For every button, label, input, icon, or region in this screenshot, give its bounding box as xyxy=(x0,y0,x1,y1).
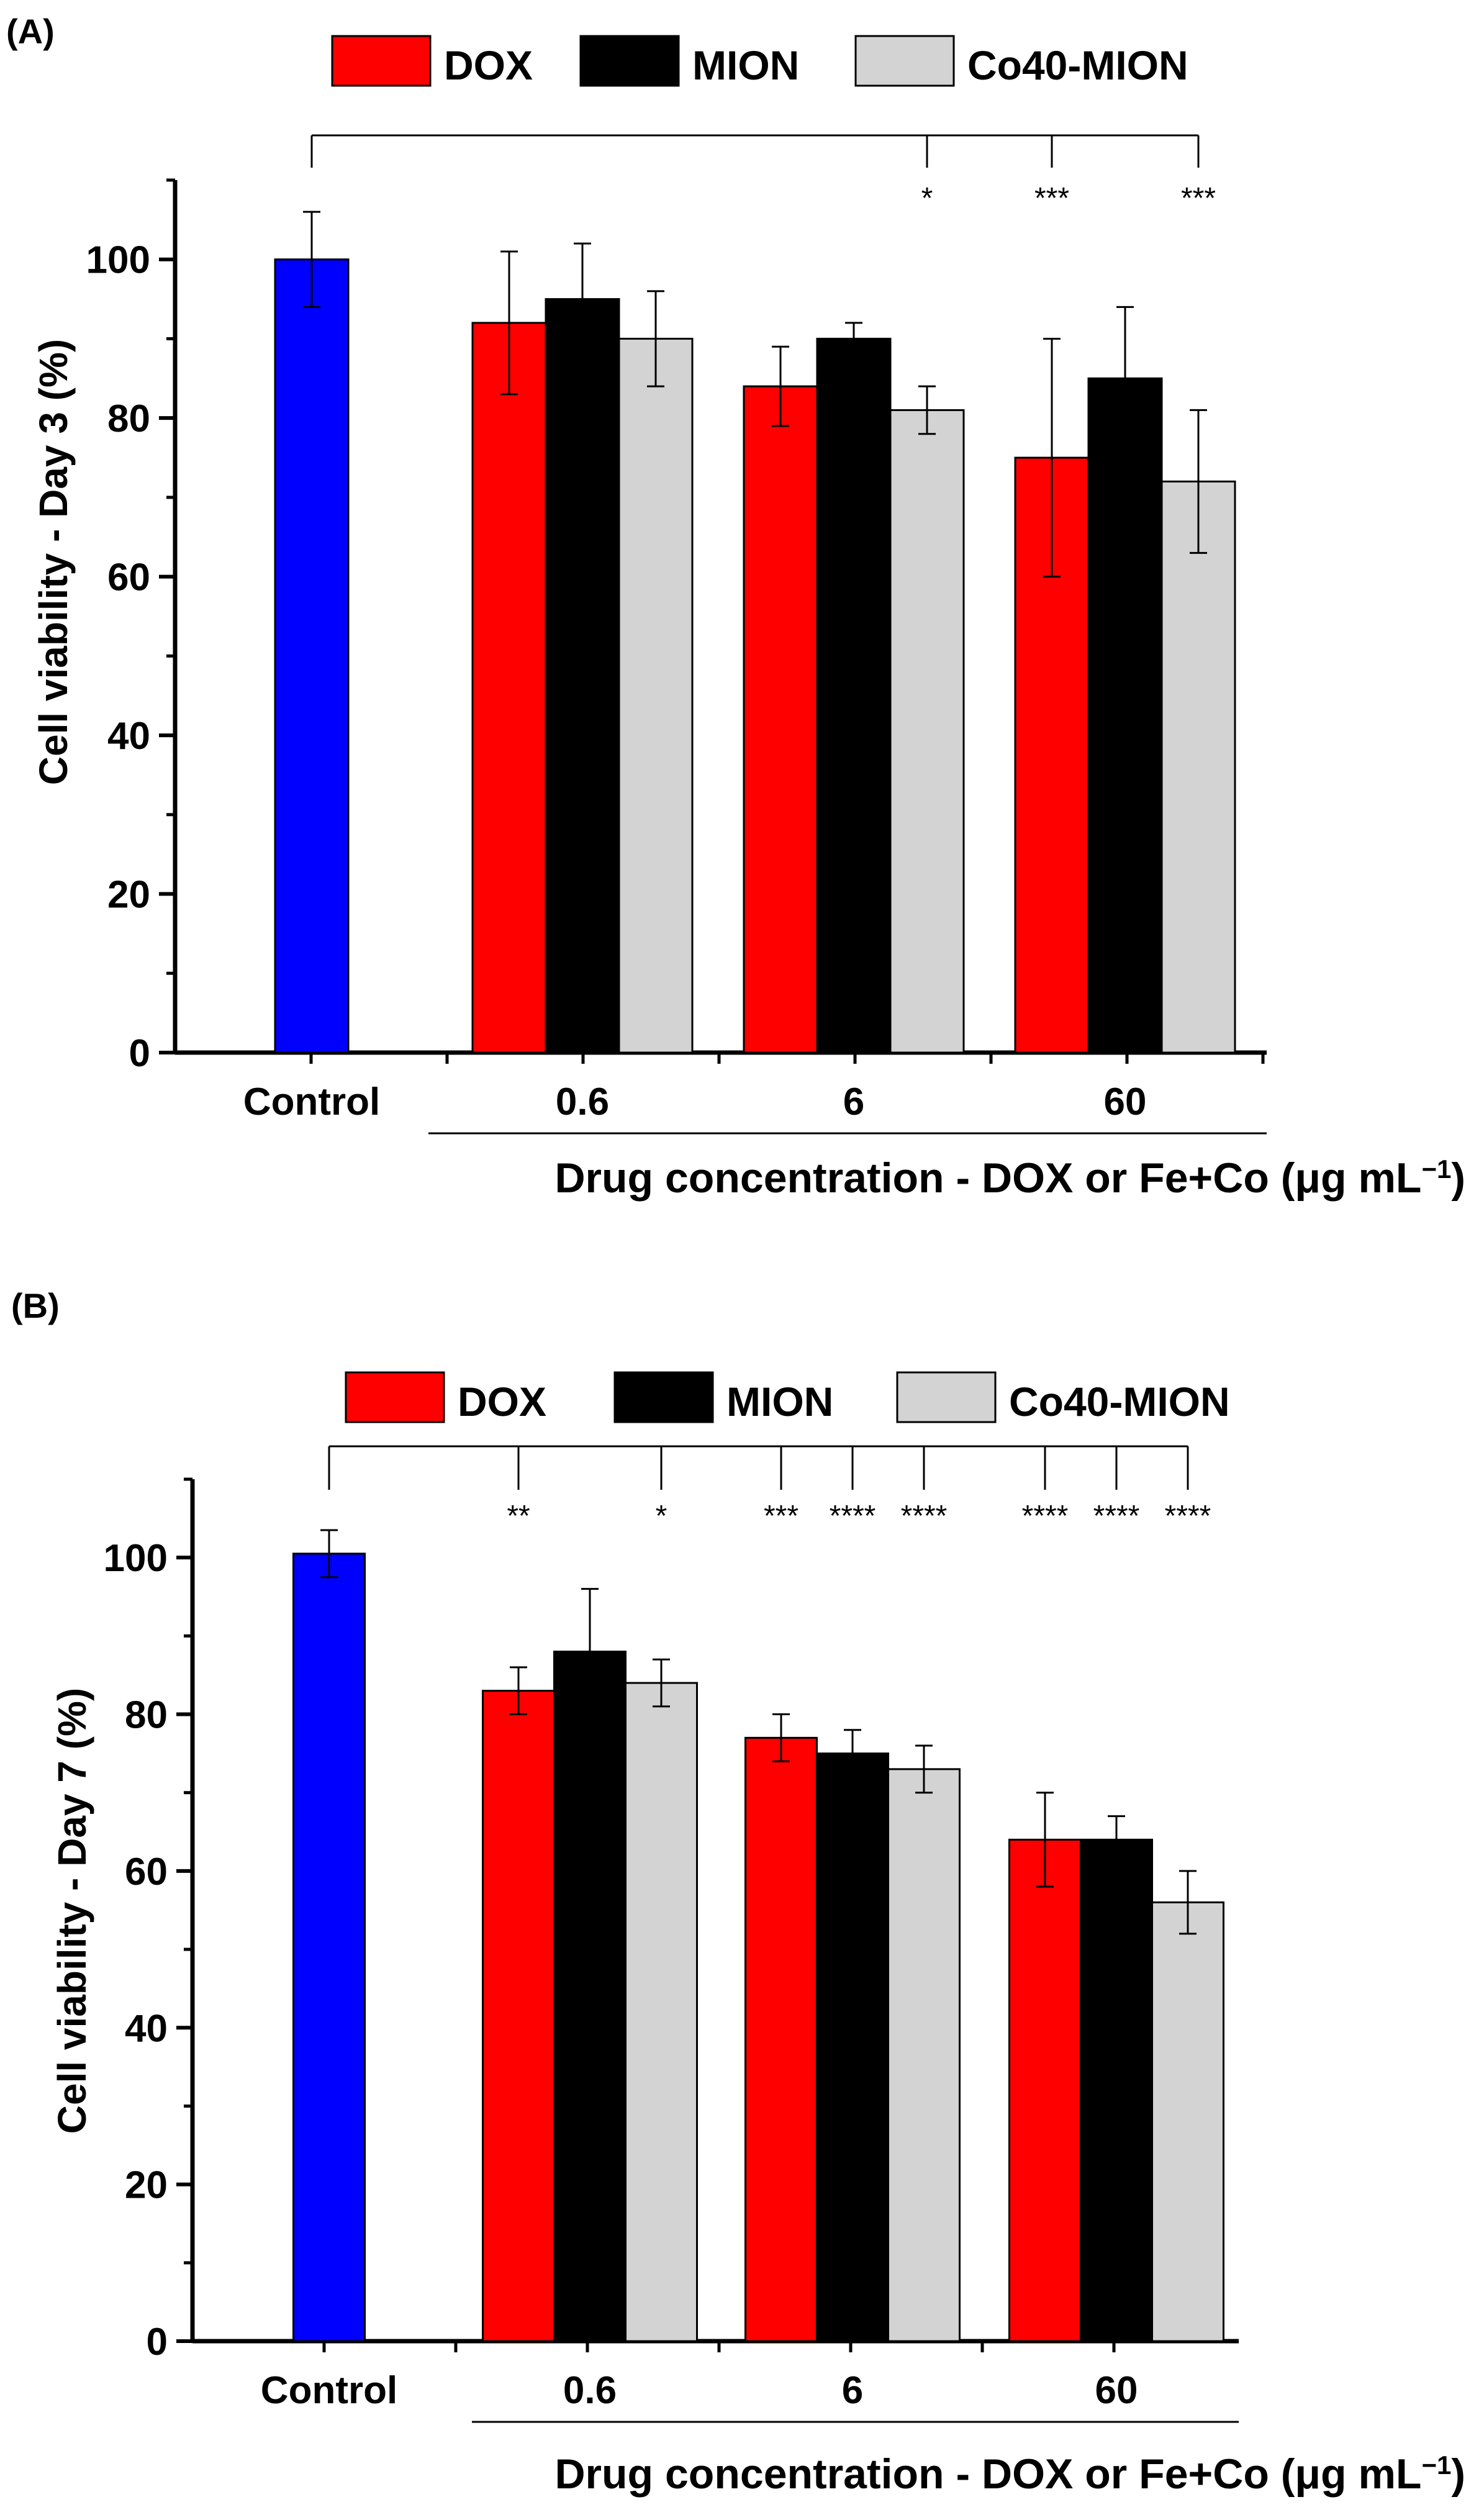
bar-mion-0.6 xyxy=(545,298,620,1054)
y-tick-label: 80 xyxy=(107,397,150,440)
y-axis-label: Cell viability - Day 7 (%) xyxy=(50,1688,94,2134)
significance-stars: *** xyxy=(1181,182,1216,215)
significance-stars: *** xyxy=(764,1500,799,1533)
legend-label-dox: DOX xyxy=(458,1379,546,1425)
significance-stars: **** xyxy=(1022,1500,1069,1533)
panel-label: (A) xyxy=(6,12,55,51)
y-tick-label: 80 xyxy=(125,1694,168,1737)
x-label-group: 60 xyxy=(1095,2369,1138,2412)
y-tick-label: 20 xyxy=(107,874,150,917)
bar-control xyxy=(292,1552,366,2342)
bar-dox-6 xyxy=(744,1736,818,2342)
y-tick-label: 0 xyxy=(147,2321,168,2364)
legend-swatch-co40-mion xyxy=(854,35,955,87)
significance-stars: ** xyxy=(507,1500,530,1533)
x-label-control: Control xyxy=(243,1081,380,1123)
y-tick-label: 60 xyxy=(107,556,150,599)
bar-dox-0.6 xyxy=(482,1690,555,2342)
panel-b: (B) DOX MION Co40-MION 0 20 40 60 80 100 Control 0… xyxy=(0,1259,1484,2517)
y-tick-label: 40 xyxy=(107,715,150,758)
legend-label-co40-mion: Co40-MION xyxy=(967,42,1188,88)
legend-label-mion: MION xyxy=(726,1379,833,1425)
significance-stars: * xyxy=(921,182,933,215)
bar-co40-mion-0.6 xyxy=(625,1682,698,2342)
legend-swatch-mion xyxy=(579,35,680,87)
significance-stars: **** xyxy=(901,1500,948,1533)
legend-label-co40-mion: Co40-MION xyxy=(1009,1379,1230,1425)
x-label-group: 0.6 xyxy=(556,1081,609,1123)
bar-control xyxy=(274,258,350,1054)
bar-mion-6 xyxy=(816,1752,889,2342)
chart-a: (A) DOX MION Co40-MION 0 20 40 60 80 100 Control 0… xyxy=(6,12,1465,1202)
panel-label: (B) xyxy=(11,1286,60,1325)
significance-stars: **** xyxy=(1165,1500,1211,1533)
x-label-control: Control xyxy=(261,2369,397,2412)
x-axis-label: Drug concentration - DOX or Fe+Co (μg mL… xyxy=(554,1154,1465,1202)
bar-co40-mion-60 xyxy=(1151,1901,1224,2342)
legend-label-mion: MION xyxy=(692,42,799,88)
y-tick-label: 20 xyxy=(125,2164,168,2207)
x-label-group: 6 xyxy=(842,2369,863,2412)
bar-co40-mion-60 xyxy=(1161,480,1236,1054)
significance-stars: * xyxy=(656,1500,667,1533)
y-tick-label: 100 xyxy=(104,1537,168,1580)
significance-stars: *** xyxy=(1034,182,1069,215)
bar-mion-6 xyxy=(816,337,892,1054)
bar-dox-60 xyxy=(1008,1838,1082,2342)
y-axis-label: Cell viability - Day 3 (%) xyxy=(31,339,76,785)
bar-mion-60 xyxy=(1080,1838,1153,2342)
bar-mion-0.6 xyxy=(553,1651,627,2342)
significance-stars: **** xyxy=(1093,1500,1140,1533)
x-label-group: 6 xyxy=(843,1081,864,1123)
bar-mion-60 xyxy=(1087,377,1163,1054)
bar-dox-0.6 xyxy=(471,322,547,1054)
legend-label-dox: DOX xyxy=(444,42,533,88)
chart-b: (B) DOX MION Co40-MION 0 20 40 60 80 100 Control 0… xyxy=(11,1286,1465,2498)
y-tick-label: 100 xyxy=(86,239,150,282)
legend-swatch-dox xyxy=(345,1371,445,1423)
x-axis-label: Drug concentration - DOX or Fe+Co (μg mL… xyxy=(554,2450,1465,2498)
y-tick-label: 40 xyxy=(125,2007,168,2050)
y-tick-label: 0 xyxy=(129,1032,150,1075)
legend-swatch-co40-mion xyxy=(896,1371,997,1423)
bar-dox-6 xyxy=(743,385,818,1054)
significance-stars: **** xyxy=(830,1500,876,1533)
x-label-group: 0.6 xyxy=(563,2369,617,2412)
x-label-group: 60 xyxy=(1104,1081,1147,1123)
bar-co40-mion-6 xyxy=(889,409,965,1054)
y-tick-label: 60 xyxy=(125,1851,168,1893)
bar-co40-mion-6 xyxy=(887,1768,961,2342)
bar-co40-mion-0.6 xyxy=(618,337,694,1054)
panel-a: (A) DOX MION Co40-MION 0 20 40 60 80 100 Control 0… xyxy=(0,0,1484,1258)
legend-swatch-dox xyxy=(331,35,432,87)
legend-swatch-mion xyxy=(613,1371,714,1423)
